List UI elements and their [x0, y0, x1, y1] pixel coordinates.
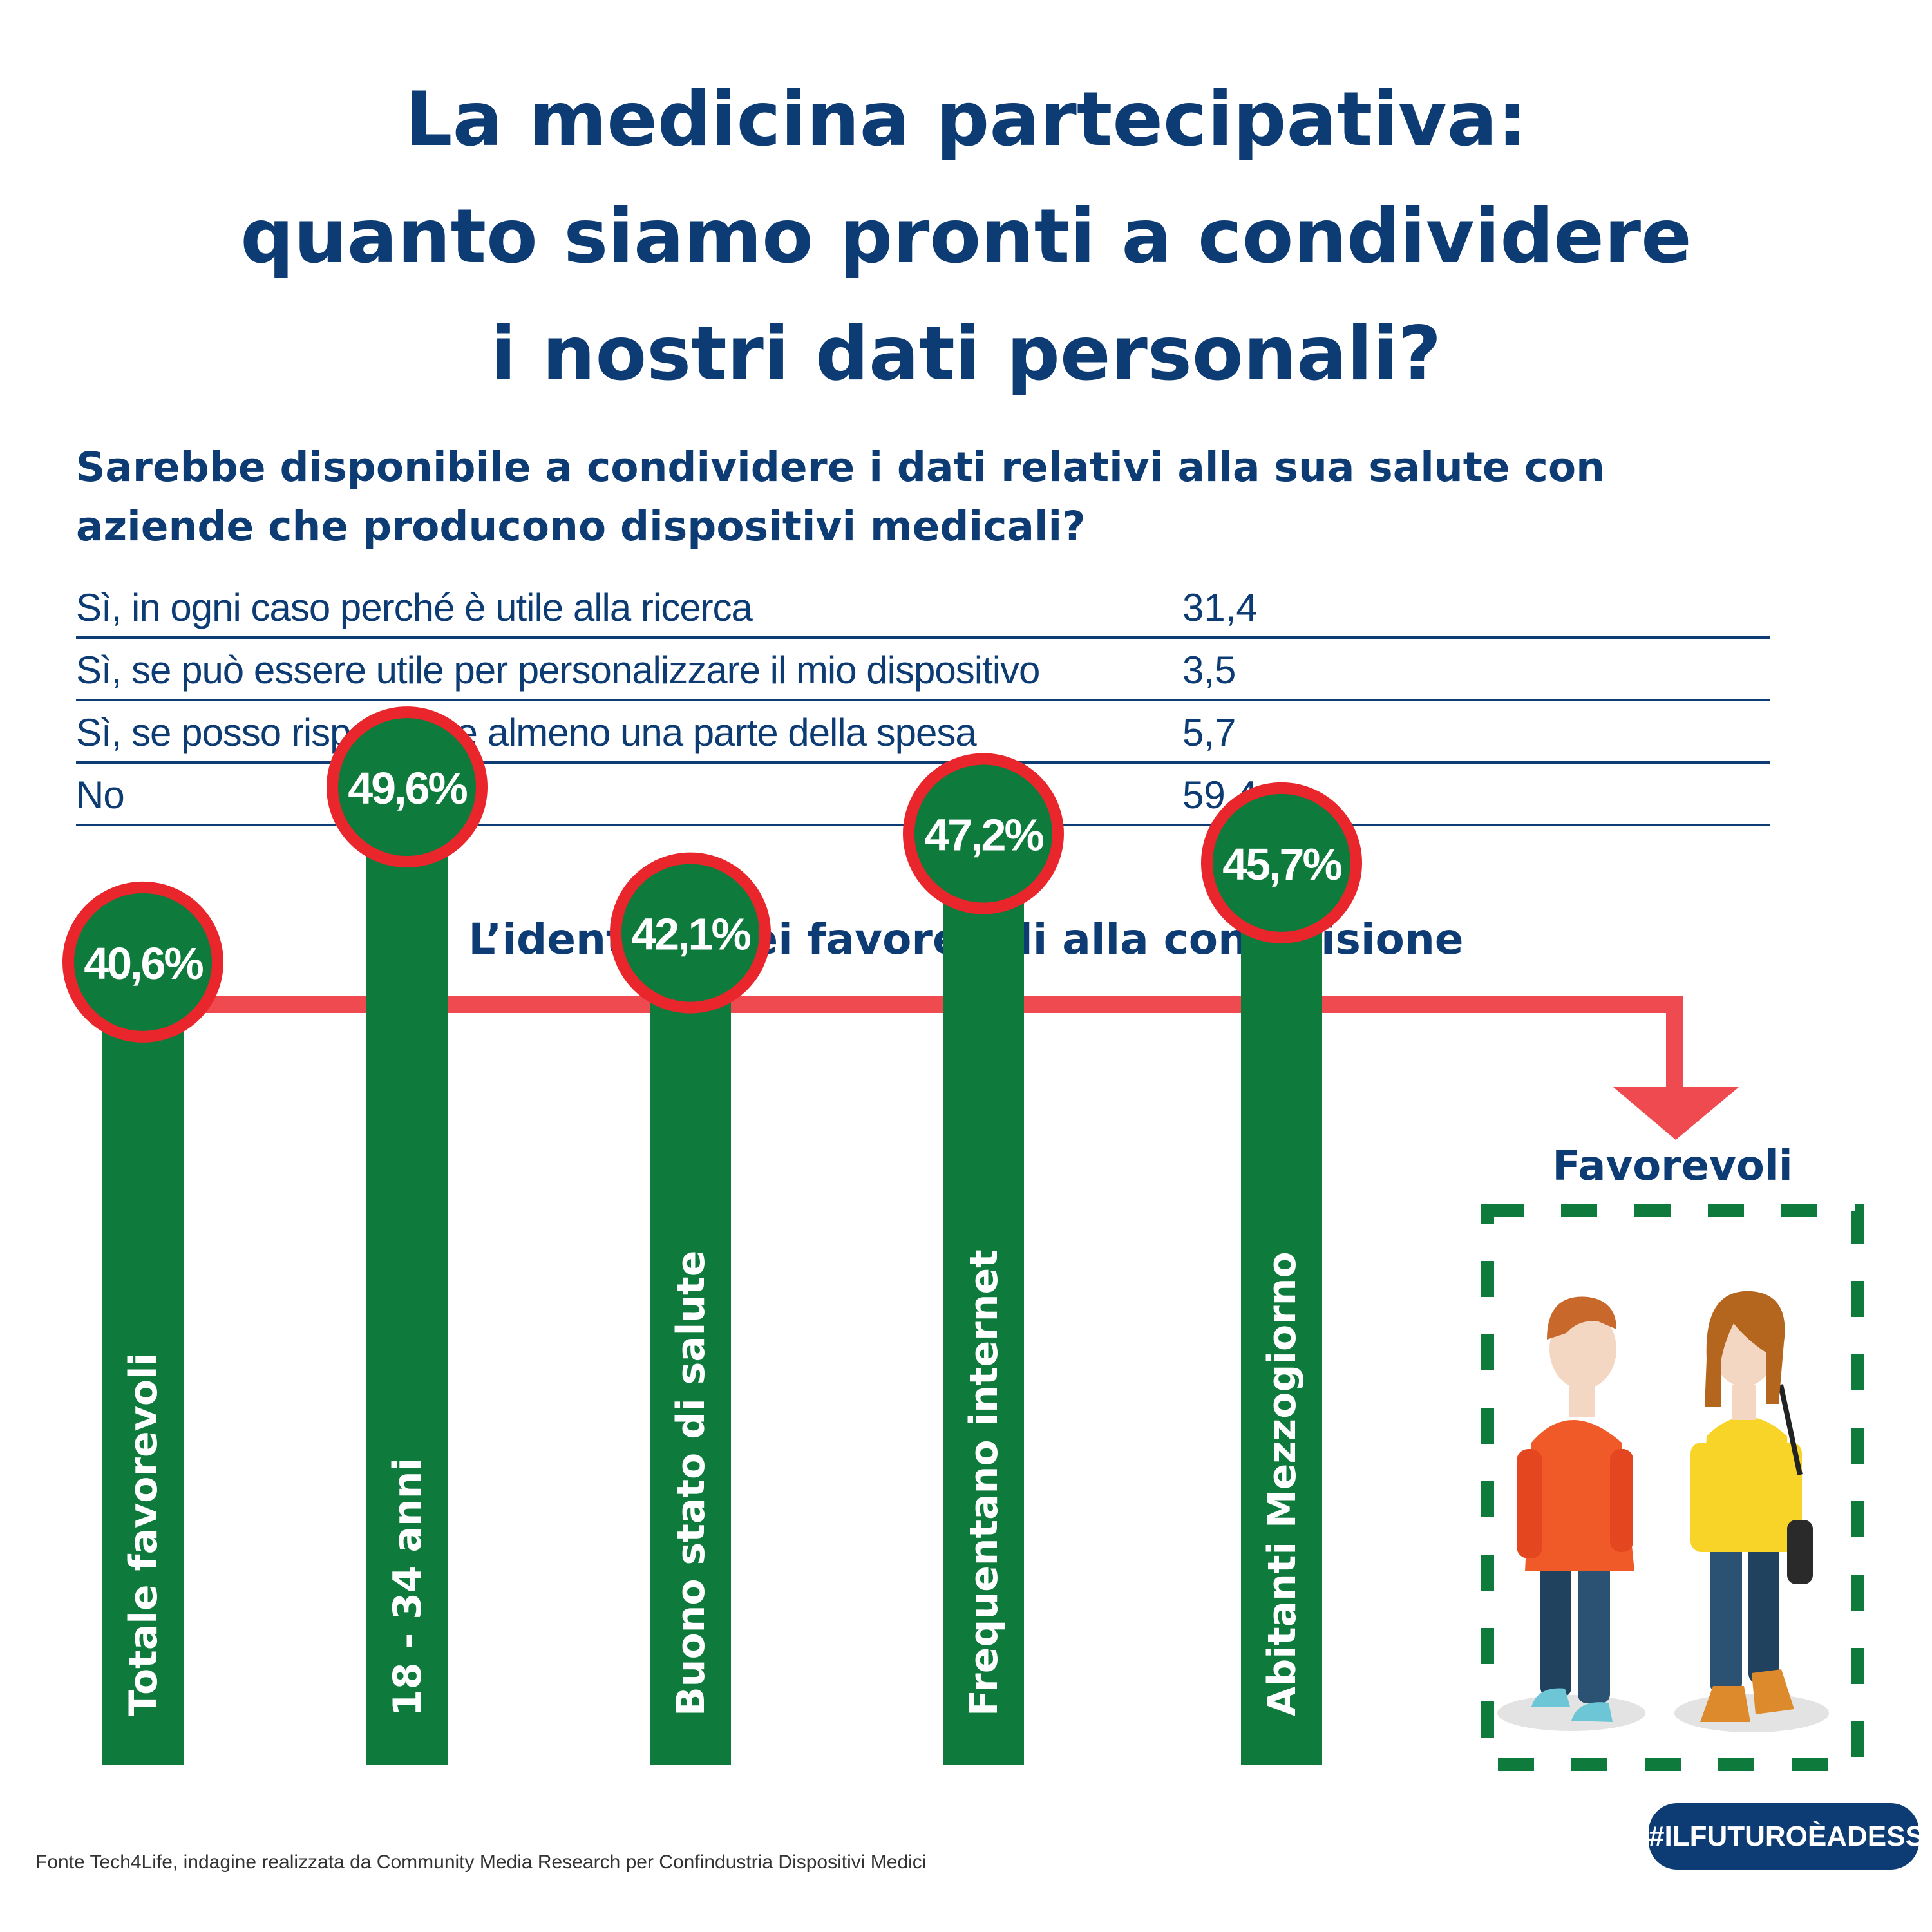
page-title: La medicina partecipativa: quanto siamo … — [0, 61, 1932, 413]
source-footer: Fonte Tech4Life, indagine realizzata da … — [35, 1852, 927, 1873]
row-label: Sì, se posso risparmiare almeno una part… — [76, 711, 977, 754]
dashed-frame — [1481, 1204, 1864, 1771]
value-label: 49,6% — [348, 763, 467, 813]
category-label: Buono stato di salute — [668, 1251, 714, 1716]
favorevoli-box: Favorevoli — [1481, 1142, 1864, 1771]
bar — [650, 933, 731, 1765]
value-circle — [1201, 782, 1362, 943]
value-circle — [62, 881, 223, 1043]
hashtag-badge: #ILFUTUROÈADESSO — [1649, 1803, 1932, 1870]
survey-question: Sarebbe disponibile a condividere i dati… — [76, 444, 1605, 550]
value-label: 40,6% — [84, 938, 203, 989]
bars-group: 40,6% Totale favorevoli 49,6% 18 - 34 anni 4… — [62, 706, 1362, 1765]
row-value: 31,4 — [1182, 586, 1258, 629]
value-label: 45,7% — [1222, 839, 1341, 889]
row-label: No — [76, 773, 125, 817]
man-figure-icon — [1497, 1296, 1645, 1731]
title-line-3: i nostri dati personali? — [490, 310, 1442, 397]
value-circle — [610, 852, 771, 1014]
connector-arrow — [1613, 1087, 1739, 1140]
woman-figure-icon — [1674, 1291, 1829, 1732]
category-label: 18 - 34 anni — [385, 1458, 430, 1716]
category-label: Abitanti Mezzogiorno — [1260, 1251, 1305, 1716]
value-circle — [903, 753, 1064, 914]
category-label: Totale favorevoli — [121, 1353, 166, 1716]
value-label: 47,2% — [924, 810, 1043, 860]
title-line-2: quanto siamo pronti a condividere — [240, 193, 1692, 280]
value-circle — [327, 706, 488, 868]
value-label: 42,1% — [631, 909, 750, 960]
table-row: Sì, in ogni caso perché è utile alla ric… — [76, 576, 1770, 639]
row-value: 5,7 — [1182, 711, 1236, 754]
table-row: Sì, se può essere utile per personalizza… — [76, 639, 1770, 701]
title-line-1: La medicina partecipativa: — [404, 76, 1528, 163]
row-label: Sì, in ogni caso perché è utile alla ric… — [76, 586, 753, 629]
row-value: 3,5 — [1182, 649, 1236, 692]
row-label: Sì, se può essere utile per personalizza… — [76, 649, 1040, 692]
category-label: Frequentano internet — [961, 1249, 1007, 1716]
bar — [366, 787, 448, 1765]
bar — [1241, 862, 1322, 1765]
table-row: Sì, se posso risparmiare almeno una part… — [76, 701, 1770, 764]
bar — [943, 833, 1024, 1765]
results-table: Sì, in ogni caso perché è utile alla ric… — [76, 576, 1770, 826]
bar — [102, 961, 184, 1765]
favorevoli-label: Favorevoli — [1552, 1142, 1792, 1190]
